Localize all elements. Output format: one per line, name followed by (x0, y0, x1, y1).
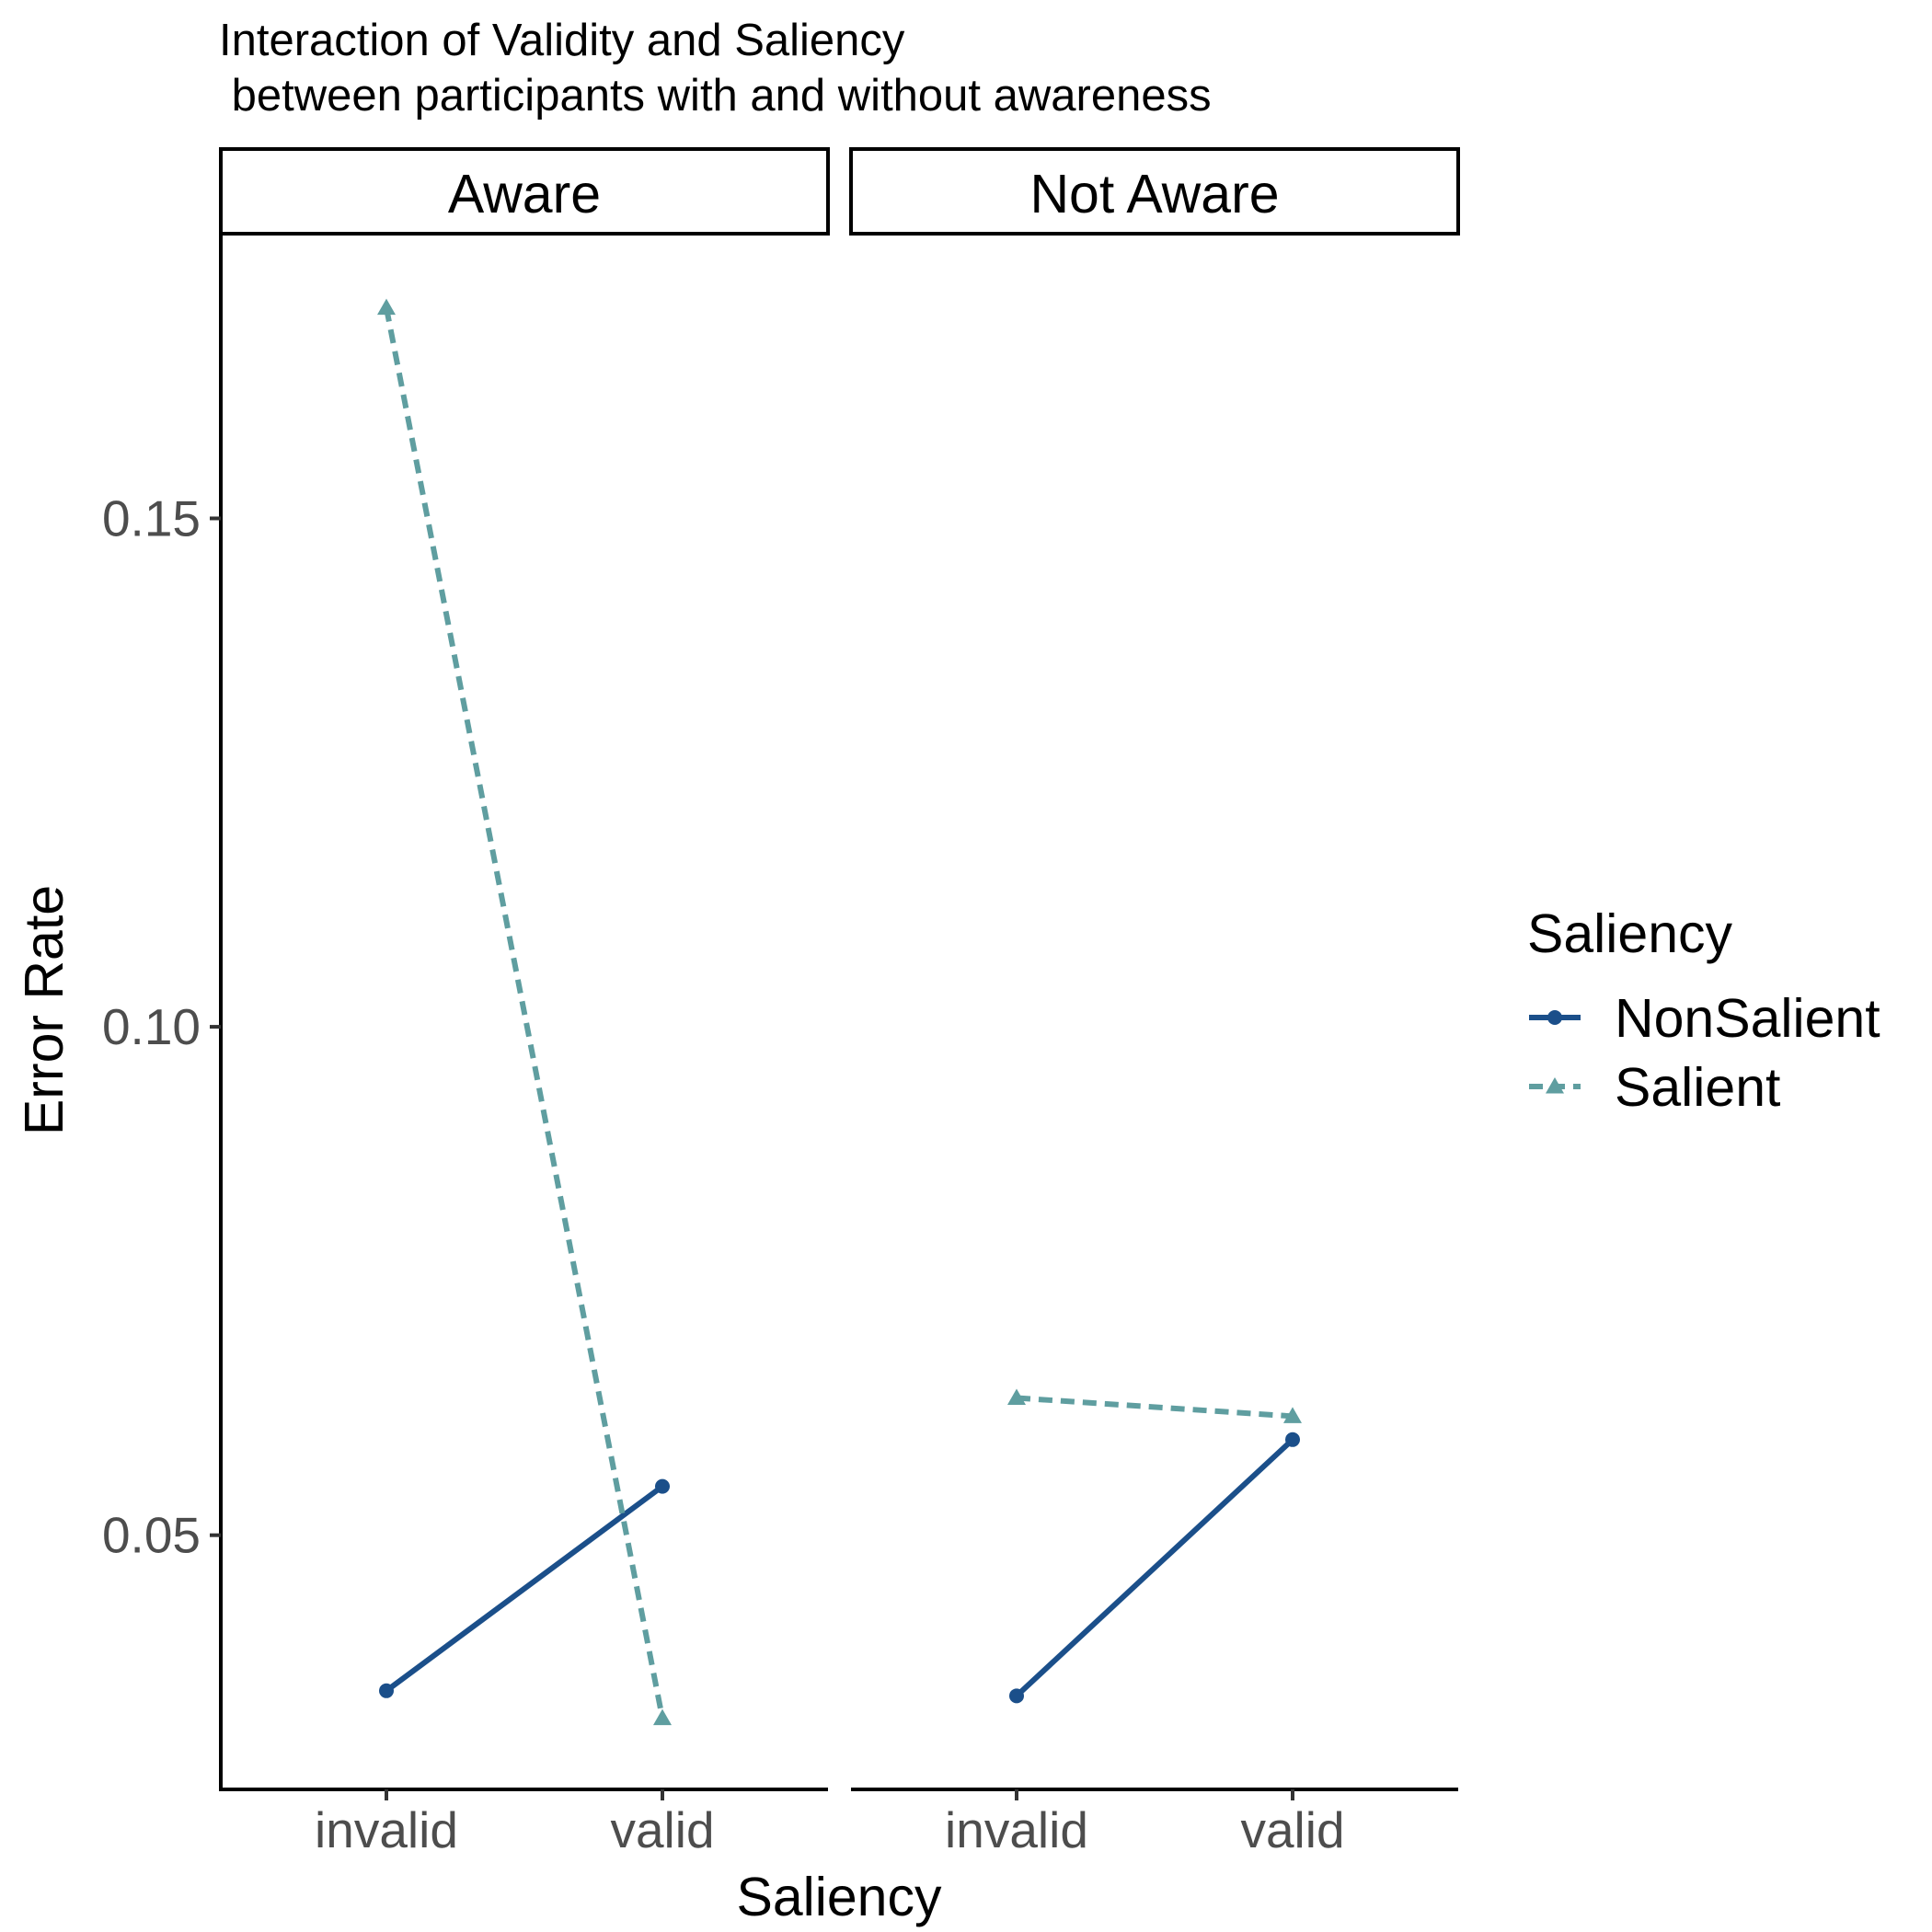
facet-label-aware: Aware (448, 164, 601, 224)
legend-title: Saliency (1527, 903, 1733, 964)
series-nonsalient-aware (379, 1478, 670, 1698)
series-point (1009, 1688, 1024, 1704)
legend-key-marker (1547, 1010, 1562, 1025)
y-tick-label: 0.15 (102, 489, 201, 546)
series-point (379, 1683, 394, 1698)
x-tick-label: invalid (315, 1801, 458, 1858)
series-salient-not-aware (1007, 1388, 1302, 1423)
y-axis-title: Error Rate (14, 885, 75, 1135)
legend-label: NonSalient (1615, 988, 1880, 1049)
series-line (385, 1484, 664, 1694)
series-point (655, 1478, 670, 1494)
legend-entry-nonsalient: NonSalient (1529, 988, 1880, 1049)
series-point (1285, 1432, 1300, 1447)
series-nonsalient-not-aware (1009, 1432, 1300, 1704)
series-line (1016, 1395, 1294, 1420)
x-axis-ticks: invalid valid invalid valid (315, 1789, 1345, 1858)
x-axis-title: Saliency (736, 1867, 942, 1927)
facet-label-not-aware: Not Aware (1029, 164, 1279, 224)
series-line (384, 307, 665, 1719)
x-tick-label: valid (610, 1801, 714, 1858)
y-tick-label: 0.10 (102, 998, 201, 1055)
chart-title-line: Interaction of Validity and Saliency (219, 16, 905, 65)
series-line (1014, 1437, 1295, 1698)
series-point (653, 1708, 672, 1726)
series-point (377, 298, 396, 316)
y-axis-ticks: 0.05 0.10 0.15 (102, 489, 221, 1564)
x-tick-label: valid (1240, 1801, 1344, 1858)
facet-strip-aware: Aware (219, 147, 830, 236)
x-tick-label: invalid (945, 1801, 1088, 1858)
series-point (1283, 1407, 1302, 1423)
facet-strip-not-aware: Not Aware (849, 147, 1460, 236)
legend-label: Salient (1615, 1057, 1780, 1118)
series-salient-aware (377, 298, 672, 1726)
legend-key-marker (1546, 1077, 1564, 1094)
chart-title: Interaction of Validity and Saliency bet… (219, 16, 1212, 121)
plot-series (377, 298, 1302, 1726)
legend: Saliency NonSalient Salient (1527, 903, 1880, 1118)
y-tick-label: 0.05 (102, 1507, 201, 1564)
chart-title-line: between participants with and without aw… (219, 71, 1212, 121)
legend-entry-salient: Salient (1529, 1057, 1780, 1118)
series-point (1007, 1388, 1026, 1405)
